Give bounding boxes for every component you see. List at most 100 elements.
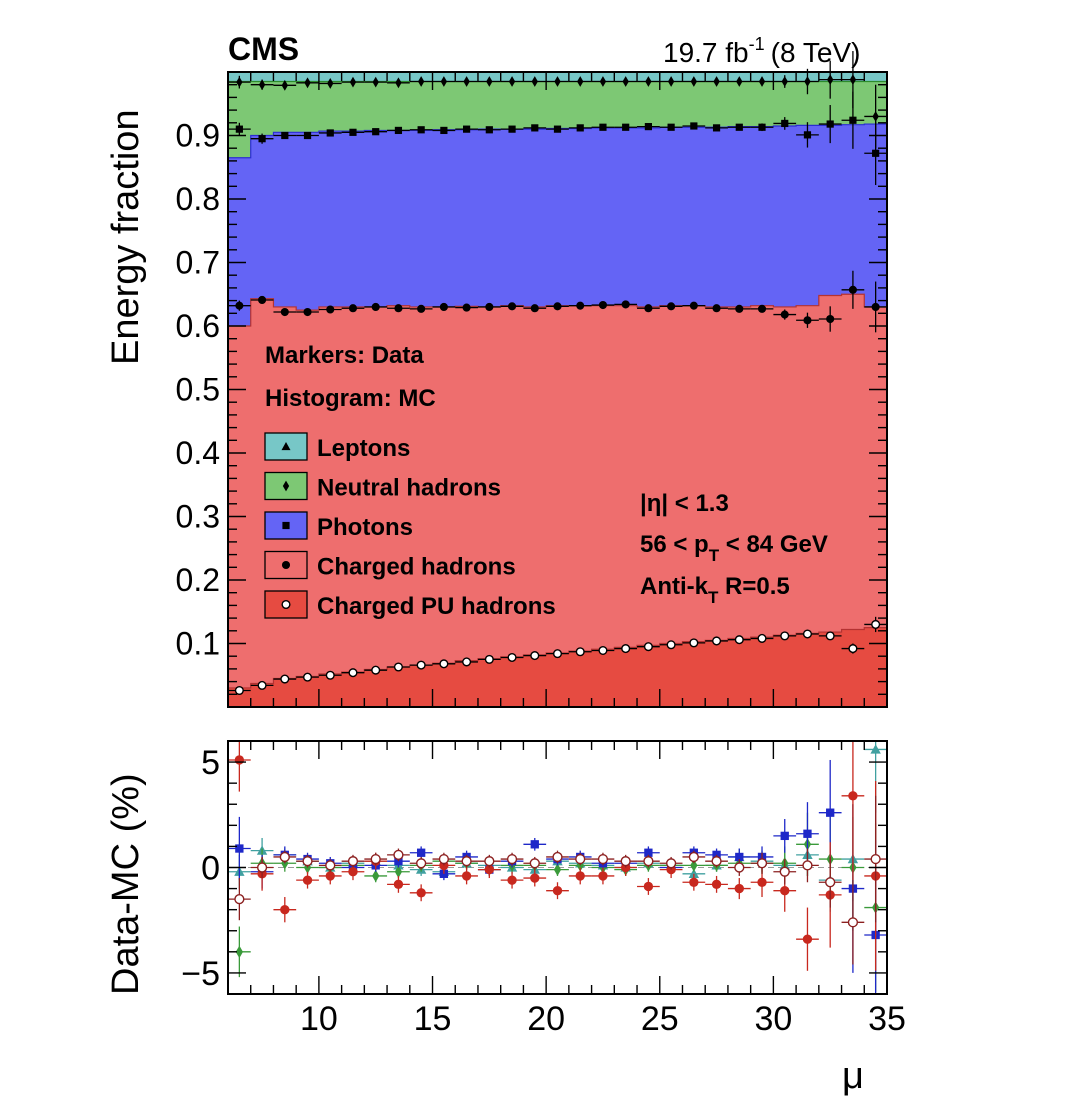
data-point-charged-pu-hadrons [871,619,881,629]
data-point-photons [394,126,403,135]
data-point-photons [281,131,289,140]
legend-marker-leptons [281,442,291,451]
data-point-neutral-hadrons [804,76,811,87]
ratio-point-charged-pu-hadrons [802,860,813,871]
data-point-photons [508,125,516,133]
legend: Leptons Neutral hadrons Photons Charged had… [264,432,556,620]
x-axis-title: μ [842,1055,864,1097]
ratio-point-charged-hadrons [643,881,654,892]
data-point-photons [690,122,698,130]
data-point-charged-pu-hadrons [507,652,517,662]
ratio-point-neutral-hadrons [394,865,403,878]
data-point-charged-pu-hadrons [257,680,267,690]
ratio-point-charged-hadrons [416,888,426,898]
data-point-neutral-hadrons [463,76,470,87]
x-tick-label: 35 [868,1000,906,1038]
data-point-neutral-hadrons [713,76,720,87]
data-point-charged-pu-hadrons [348,668,358,678]
data-point-neutral-hadrons [758,76,766,87]
experiment-label: CMS [228,31,299,67]
ratio-point-photons [826,808,835,817]
bottom-axis-ticks: −5 0 5 10 15 20 25 30 35 [181,740,906,1038]
ratio-point-charged-pu-hadrons [529,858,540,869]
data-point-photons [417,126,425,134]
data-point-neutral-hadrons [372,76,379,88]
data-point-charged-pu-hadrons [416,660,426,670]
histogram-note: Histogram: MC [265,385,436,412]
data-point-neutral-hadrons [872,111,879,122]
ratio-point-charged-hadrons [507,875,517,885]
ratio-point-charged-pu-hadrons [620,856,631,867]
ratio-point-neutral-hadrons [690,859,698,872]
ratio-point-charged-pu-hadrons [256,862,268,873]
ratio-point-charged-hadrons [780,886,790,896]
data-point-neutral-hadrons [781,76,788,87]
data-point-charged-hadrons [712,304,721,313]
data-point-neutral-hadrons [554,76,561,87]
ratio-point-leptons [688,868,700,878]
data-point-charged-hadrons [621,300,630,309]
y-tick-label: 0.6 [176,308,220,344]
ratio-point-charged-hadrons [689,877,699,887]
ratio-point-photons [530,840,539,849]
data-point-neutral-hadrons [395,77,402,89]
ratio-point-photons [780,831,789,841]
y-tick-label: 0.3 [176,499,220,535]
data-point-photons [326,129,334,137]
legend-label-charged-hadrons: Charged hadrons [317,554,516,581]
y-tick-label: 0 [201,850,220,888]
ratio-point-charged-pu-hadrons [734,862,745,873]
y-tick-label: 0.9 [176,118,220,154]
legend-marker-photons [282,521,290,530]
ratio-point-charged-hadrons [234,755,245,765]
algo-label: Anti-kT R=0.5 [640,573,790,607]
data-point-charged-pu-hadrons [552,649,563,659]
data-point-neutral-hadrons [667,76,675,87]
data-point-charged-hadrons [348,304,358,313]
y-tick-label: 0.2 [176,562,220,598]
data-point-neutral-hadrons [486,76,493,87]
ratio-point-charged-hadrons [530,873,540,883]
data-point-charged-pu-hadrons [802,629,812,639]
data-point-photons [758,123,766,131]
top-y-axis-title: Energy fraction [105,109,147,365]
data-point-photons [553,125,562,133]
ratio-point-neutral-hadrons [235,945,244,959]
x-tick-label: 25 [641,1000,679,1038]
ratio-point-charged-pu-hadrons [825,877,836,888]
x-tick-label: 30 [754,1000,792,1038]
data-point-neutral-hadrons [622,76,629,87]
ratio-point-charged-pu-hadrons [484,856,495,867]
data-point-neutral-hadrons [304,77,311,89]
data-point-charged-pu-hadrons [439,659,449,669]
data-point-charged-pu-hadrons [393,662,403,672]
data-point-photons [826,120,834,128]
data-point-neutral-hadrons [281,79,288,91]
data-point-charged-hadrons [508,302,517,311]
y-tick-label: 0.1 [176,626,220,662]
data-point-charged-pu-hadrons [303,672,313,682]
data-point-charged-pu-hadrons [712,636,722,646]
ratio-point-charged-hadrons [325,871,335,881]
data-point-neutral-hadrons [736,76,743,87]
data-point-charged-hadrons [803,316,812,325]
legend-label-neutral-hadrons: Neutral hadrons [317,475,501,502]
bottom-y-axis-title: Data-MC (%) [105,773,147,995]
data-point-charged-pu-hadrons [621,644,631,654]
data-point-charged-pu-hadrons [598,645,608,656]
data-point-photons [258,135,266,143]
data-point-charged-hadrons [417,304,426,313]
ratio-point-charged-hadrons [598,871,608,881]
ratio-point-charged-pu-hadrons [870,853,881,865]
pt-cut-label: 56 < pT < 84 GeV [640,531,828,565]
ratio-point-charged-pu-hadrons [847,917,859,928]
data-point-neutral-hadrons [645,76,652,87]
data-point-charged-pu-hadrons [689,638,699,648]
ratio-point-charged-hadrons [461,871,472,881]
y-tick-label: 0.4 [176,435,220,471]
data-point-charged-hadrons [326,305,335,314]
ratio-point-charged-hadrons [302,875,313,885]
y-tick-label: −5 [181,955,220,993]
ratio-point-charged-pu-hadrons [711,856,722,867]
